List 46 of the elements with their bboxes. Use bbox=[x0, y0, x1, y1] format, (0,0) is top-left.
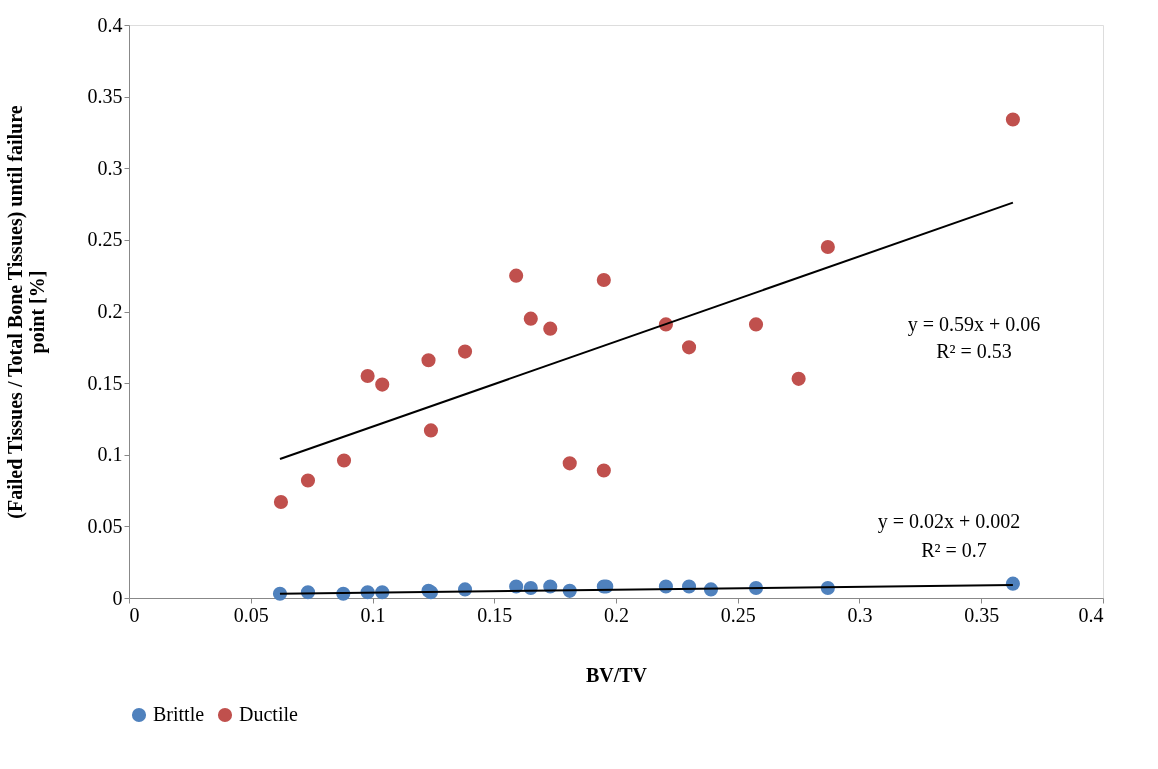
point bbox=[748, 317, 764, 332]
y-tick-label: 0.05 bbox=[87, 514, 123, 537]
annotation: y = 0.02x + 0.002 bbox=[877, 510, 1021, 533]
point bbox=[523, 311, 538, 326]
point bbox=[562, 456, 577, 471]
point bbox=[820, 239, 835, 255]
point bbox=[375, 377, 390, 392]
point bbox=[681, 340, 697, 355]
point bbox=[457, 344, 473, 359]
y-tick-label: 0.4 bbox=[97, 13, 123, 36]
point bbox=[300, 473, 316, 488]
x-tick-label: 0.2 bbox=[604, 603, 629, 626]
point bbox=[596, 463, 611, 478]
x-tick-label: 0.05 bbox=[233, 603, 269, 626]
x-tick-label: 0.4 bbox=[1078, 603, 1104, 626]
y-tick-label: 0.3 bbox=[97, 156, 123, 179]
x-tick-label: 0.3 bbox=[847, 603, 873, 626]
point bbox=[273, 494, 289, 510]
y-tick-label: 0.1 bbox=[97, 443, 123, 466]
point bbox=[1005, 112, 1020, 127]
annotation: R² = 0.53 bbox=[936, 340, 1012, 362]
y-tick-label: 0.35 bbox=[87, 85, 123, 108]
x-axis-title: BV/TV bbox=[585, 663, 648, 686]
point bbox=[360, 368, 375, 384]
point bbox=[421, 353, 436, 368]
annotation: R² = 0.7 bbox=[921, 539, 987, 561]
legend-label: Ductile bbox=[239, 703, 298, 725]
y-tick-label: 0.15 bbox=[87, 371, 123, 394]
legend-label: Brittle bbox=[153, 703, 205, 725]
point bbox=[543, 321, 558, 336]
y-axis-title: (Failed Tissues / Total Bone Tissues) until failure point [%] bbox=[3, 105, 49, 519]
point bbox=[596, 272, 611, 288]
y-tick-label: 0.2 bbox=[97, 300, 123, 322]
y-tick-label: 0 bbox=[112, 586, 123, 609]
x-tick-label: 0.15 bbox=[477, 603, 513, 626]
point bbox=[509, 268, 524, 283]
x-tick-label: 0.25 bbox=[720, 603, 756, 626]
y-tick-label: 0.25 bbox=[87, 228, 123, 251]
annotation: y = 0.59x + 0.06 bbox=[907, 313, 1041, 336]
point bbox=[791, 371, 806, 386]
point bbox=[336, 453, 352, 468]
x-tick-label: 0.35 bbox=[964, 603, 1000, 626]
point bbox=[272, 586, 288, 601]
x-tick-label: 0 bbox=[129, 603, 140, 626]
x-tick-label: 0.1 bbox=[360, 603, 386, 626]
point bbox=[423, 423, 439, 438]
